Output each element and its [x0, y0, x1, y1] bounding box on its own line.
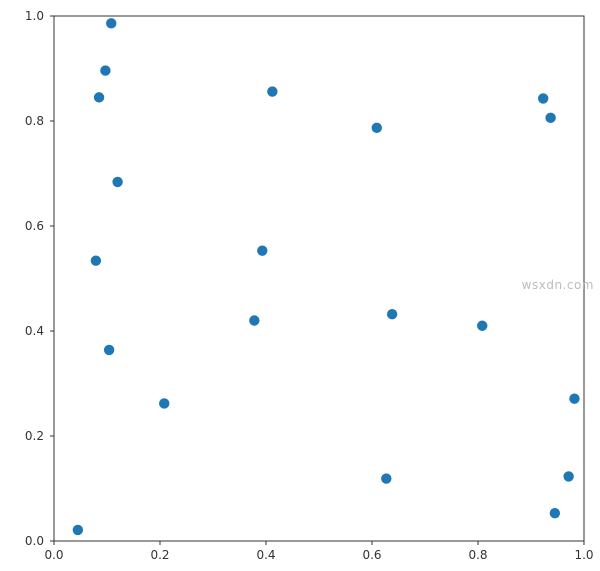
- plot-background: [0, 0, 600, 571]
- y-tick-label: 0.8: [25, 114, 44, 128]
- scatter-point: [91, 255, 101, 265]
- scatter-point: [106, 18, 116, 28]
- scatter-point: [381, 473, 391, 483]
- scatter-point: [387, 309, 397, 319]
- x-tick-label: 0.2: [150, 548, 169, 562]
- scatter-point: [563, 471, 573, 481]
- scatter-point: [112, 177, 122, 187]
- scatter-point: [569, 394, 579, 404]
- y-tick-label: 0.0: [25, 534, 44, 548]
- x-tick-label: 1.0: [574, 548, 593, 562]
- scatter-point: [100, 65, 110, 75]
- scatter-point: [159, 398, 169, 408]
- scatter-point: [73, 525, 83, 535]
- x-tick-label: 0.0: [44, 548, 63, 562]
- x-tick-label: 0.6: [362, 548, 381, 562]
- scatter-point: [267, 86, 277, 96]
- y-tick-label: 0.4: [25, 324, 44, 338]
- chart-container: 0.00.20.40.60.81.00.00.20.40.60.81.0 wsx…: [0, 0, 600, 571]
- scatter-point: [257, 245, 267, 255]
- x-tick-label: 0.4: [256, 548, 275, 562]
- scatter-plot: 0.0 0.2 0.4 0.6 0.8 1.0 0.0 0.2 0.4 0.6 0.8 1.0: [0, 0, 600, 571]
- scatter-point: [477, 321, 487, 331]
- scatter-point: [249, 315, 259, 325]
- x-tick-label: 0.8: [468, 548, 487, 562]
- scatter-point: [538, 93, 548, 103]
- scatter-point: [545, 113, 555, 123]
- y-tick-label: 0.2: [25, 429, 44, 443]
- scatter-point: [550, 508, 560, 518]
- scatter-point: [94, 92, 104, 102]
- scatter-point: [372, 123, 382, 133]
- y-tick-label: 1.0: [25, 9, 44, 23]
- scatter-point: [104, 345, 114, 355]
- y-tick-label: 0.6: [25, 219, 44, 233]
